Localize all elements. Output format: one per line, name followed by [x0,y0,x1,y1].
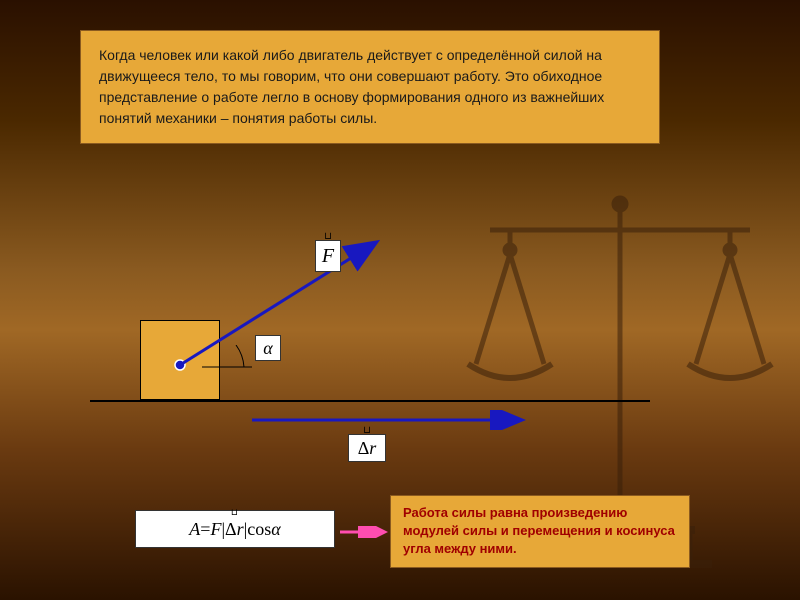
angle-label: α [255,335,281,361]
pink-arrow-icon [338,526,390,538]
force-label: ⊔ F [315,240,341,272]
displacement-label: ⊔ Δr [348,434,386,462]
displacement-vector-arrow [250,410,530,430]
formula-box: A = F | Δr | cos α [135,510,335,548]
main-text: Когда человек или какой либо двигатель д… [99,47,604,126]
main-text-box: Когда человек или какой либо двигатель д… [80,30,660,144]
ground-line [90,400,650,402]
block [140,320,220,400]
force-diagram: ⊔ F α ⊔ Δr [90,270,650,450]
explanation-text: Работа силы равна произведению модулей с… [403,505,675,556]
explanation-box: Работа силы равна произведению модулей с… [390,495,690,568]
